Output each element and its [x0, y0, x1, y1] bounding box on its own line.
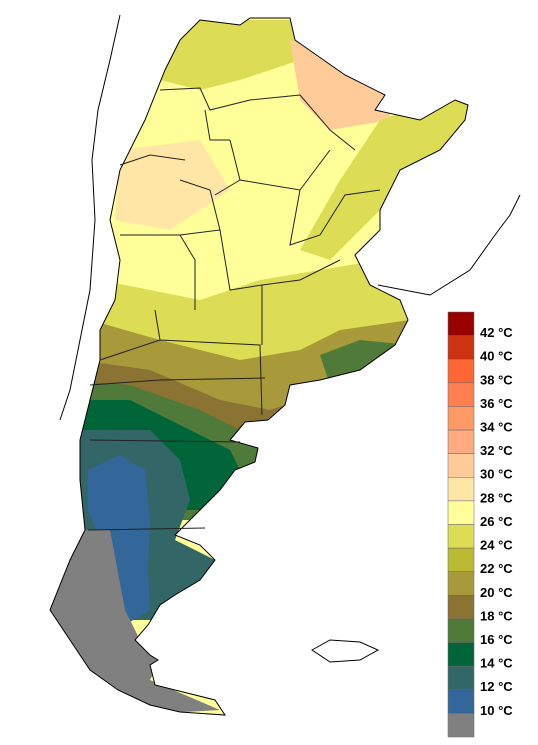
- legend-label: 14 °C: [480, 656, 513, 671]
- legend-swatch: [447, 406, 475, 431]
- legend-swatch: [447, 500, 475, 525]
- legend-swatch: [447, 382, 475, 407]
- legend-label: 42 °C: [480, 325, 513, 340]
- legend-swatch: [447, 618, 475, 643]
- legend-swatch: [447, 311, 475, 336]
- legend-label: 36 °C: [480, 396, 513, 411]
- legend-swatch: [447, 358, 475, 384]
- legend-swatch: [447, 547, 475, 572]
- legend-label: 24 °C: [480, 538, 513, 553]
- legend-swatch: [447, 571, 475, 596]
- legend-label: 20 °C: [480, 585, 513, 600]
- province-borders: [59, 14, 521, 663]
- legend-swatch: [447, 477, 475, 502]
- legend-swatch: [447, 595, 475, 620]
- legend-label: 18 °C: [480, 608, 513, 623]
- legend-swatch: [447, 335, 475, 360]
- legend-label: 34 °C: [480, 419, 513, 434]
- legend: 42 °C 40 °C 38 °C 36 °C 34 °C 32 °C 30 °C 28 °C…: [447, 311, 513, 738]
- legend-swatch: [447, 429, 475, 454]
- legend-label: 12 °C: [480, 679, 513, 694]
- legend-label: 28 °C: [480, 490, 513, 505]
- legend-swatch: [447, 665, 475, 691]
- legend-label: 30 °C: [480, 467, 513, 482]
- legend-swatch: [447, 524, 475, 549]
- legend-swatch: [447, 453, 475, 478]
- legend-label: 32 °C: [480, 443, 513, 458]
- legend-label: 16 °C: [480, 632, 513, 647]
- legend-label: 26 °C: [480, 514, 513, 529]
- legend-swatch: [447, 713, 475, 738]
- legend-label: 40 °C: [480, 349, 513, 364]
- legend-swatch: [447, 642, 475, 667]
- legend-label: 22 °C: [480, 561, 513, 576]
- legend-label: 10 °C: [480, 703, 513, 718]
- legend-swatch: [447, 689, 475, 714]
- legend-label: 38 °C: [480, 372, 513, 387]
